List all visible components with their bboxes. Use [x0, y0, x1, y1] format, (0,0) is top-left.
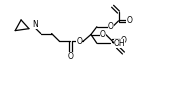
Text: O: O [67, 52, 73, 61]
Text: O: O [108, 22, 114, 31]
Text: O: O [126, 16, 132, 25]
Text: O: O [76, 37, 82, 46]
Text: O: O [121, 36, 126, 45]
Text: N: N [32, 20, 38, 29]
Text: OH: OH [114, 39, 125, 48]
Text: O: O [100, 30, 106, 39]
